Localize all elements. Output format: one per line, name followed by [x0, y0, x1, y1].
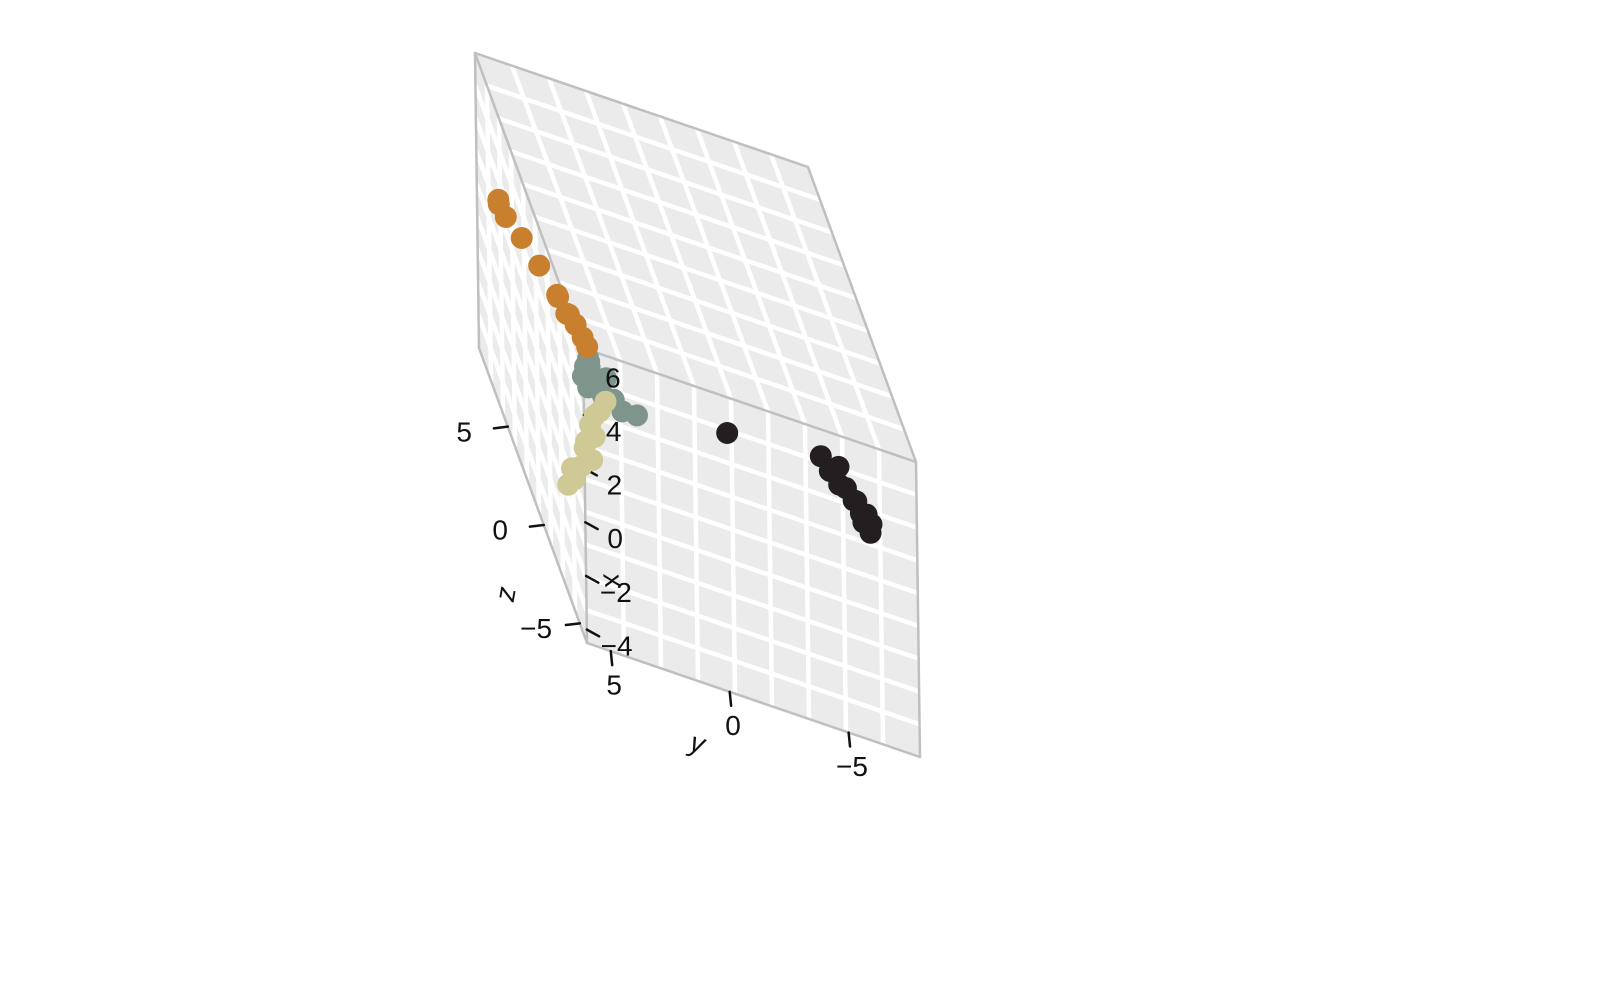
frame-edge	[914, 460, 922, 759]
grid-line	[582, 476, 921, 596]
y-tick-label: −5	[836, 751, 868, 782]
grid-line	[582, 444, 920, 563]
y-tick-label: 0	[725, 710, 741, 741]
data-point-s3-0	[716, 422, 739, 444]
grid-line	[802, 421, 812, 722]
data-point-s3-12	[859, 521, 882, 544]
grid-line	[768, 152, 882, 452]
data-point-s0-4	[528, 254, 551, 277]
grid-line	[691, 383, 701, 684]
grid-line	[654, 371, 664, 671]
data-point-s0-7	[557, 303, 580, 326]
grid-line	[496, 116, 506, 416]
x-tick-mark	[584, 521, 599, 531]
grid-line	[620, 101, 734, 401]
z-tick-label: 5	[456, 416, 472, 447]
grid-line	[509, 63, 623, 363]
data-point-s0-2	[494, 206, 517, 228]
grid-line	[876, 447, 886, 747]
y-axis-title: y	[685, 726, 710, 761]
frame-edge	[581, 346, 918, 464]
grid-line	[556, 280, 566, 580]
grid-line	[765, 409, 775, 709]
z-tick-label: 0	[492, 515, 508, 546]
y-tick-mark	[847, 731, 852, 748]
x-axis-title: x	[597, 569, 630, 591]
y-tick-mark	[609, 649, 614, 667]
data-point-s0-0	[487, 188, 510, 211]
frame-edge	[806, 165, 918, 464]
x-tick-label: 0	[607, 523, 623, 554]
z-axis-title: z	[489, 584, 522, 604]
grid-line	[544, 247, 883, 366]
x-tick-mark	[585, 628, 601, 638]
z-tick-label: −5	[520, 613, 552, 644]
z-tick-mark	[492, 425, 510, 430]
grid-line	[694, 126, 808, 427]
grid-line	[484, 83, 494, 384]
x-tick-label: −4	[601, 630, 633, 661]
grid-line	[508, 149, 518, 449]
x-wall-panel	[475, 53, 916, 462]
grid-line	[581, 378, 919, 498]
grid-lines	[473, 63, 922, 747]
y-tick-label: 5	[606, 669, 622, 700]
x-tick-label: 6	[605, 362, 621, 393]
grid-line	[520, 181, 859, 301]
data-points	[487, 188, 883, 544]
frame-edge	[585, 641, 922, 759]
axis-labels: −4 −2 0 2 4 6 −5 0 5 −5 0 5 x y z	[456, 362, 868, 782]
grid-line	[584, 607, 922, 727]
grid-line	[583, 542, 921, 661]
data-point-s0-11	[576, 335, 599, 358]
data-point-s2-0	[557, 473, 580, 496]
grid-line	[568, 312, 907, 432]
grid-line	[582, 509, 921, 629]
z-tick-mark	[564, 622, 582, 627]
x-tick-label: −2	[600, 577, 632, 608]
x-tick-label: 2	[607, 470, 623, 501]
grid-line	[508, 149, 847, 268]
floor-panel	[583, 348, 920, 757]
grid-line	[731, 139, 845, 439]
grid-line	[728, 396, 738, 696]
data-point-s1-6	[595, 367, 617, 390]
x-tick-mark	[584, 574, 600, 584]
grid-line	[657, 114, 771, 414]
grid-line	[556, 280, 895, 399]
grid-line	[474, 181, 588, 482]
grid-line	[496, 116, 835, 235]
grid-line	[532, 214, 871, 334]
grid-line	[476, 312, 589, 613]
y-tick-mark	[728, 690, 733, 708]
frame-edge	[473, 51, 810, 169]
grid-line	[484, 83, 823, 203]
data-point-s0-5	[547, 286, 570, 309]
z-tick-mark	[528, 523, 546, 528]
data-point-s1-10	[611, 400, 634, 423]
frame-edge	[473, 51, 481, 350]
x-tick-label: 4	[606, 416, 622, 447]
grid-line	[546, 76, 660, 376]
grid-line	[583, 575, 922, 694]
data-point-s0-3	[510, 227, 533, 249]
grid-line	[583, 88, 697, 389]
frame-edge	[477, 346, 589, 645]
grid-line	[475, 280, 589, 580]
